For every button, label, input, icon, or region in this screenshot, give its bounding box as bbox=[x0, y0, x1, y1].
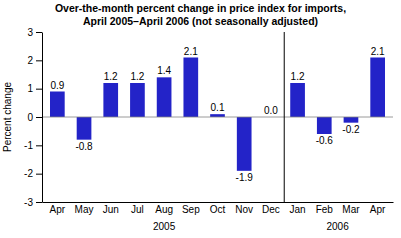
zero-line bbox=[42, 117, 393, 118]
bar bbox=[370, 58, 385, 118]
x-tick: Dec bbox=[262, 204, 280, 215]
bar bbox=[157, 77, 172, 117]
data-labels: 0.9 -0.8 1.2 1.2 1.4 2.1 0.1 -1.9 0.0 1.2 -0.6 -0.2… bbox=[50, 46, 385, 184]
y-tick-label: 2 bbox=[27, 55, 33, 66]
bar bbox=[210, 114, 225, 117]
x-tick-label: Apr bbox=[50, 204, 66, 215]
data-label: 1.2 bbox=[104, 71, 118, 82]
y-tick: 0 bbox=[27, 112, 42, 123]
x-tick: Nov bbox=[235, 204, 253, 215]
y-tick: -2 bbox=[24, 168, 42, 179]
year-divider bbox=[284, 32, 285, 202]
x-tick-label: Mar bbox=[342, 204, 360, 215]
data-label: 1.4 bbox=[157, 65, 171, 76]
y-tick: 1 bbox=[27, 83, 42, 94]
year-label: 2006 bbox=[326, 221, 349, 232]
plot: 0.9 -0.8 1.2 1.2 1.4 2.1 0.1 -1.9 0.0 1.2 -0.6 -0.2… bbox=[24, 27, 393, 232]
y-tick: -1 bbox=[24, 140, 42, 151]
x-tick-label: Aug bbox=[155, 204, 173, 215]
y-axis-title: Percent change bbox=[2, 82, 13, 152]
bar bbox=[183, 58, 198, 118]
y-tick-label: 0 bbox=[27, 112, 33, 123]
bar bbox=[103, 83, 118, 117]
y-axis-line bbox=[42, 33, 43, 203]
y-tick-mark bbox=[36, 60, 42, 61]
y-tick: 2 bbox=[27, 55, 42, 66]
x-tick: Mar bbox=[342, 204, 360, 215]
y-tick-label: 3 bbox=[27, 27, 33, 38]
year-label: 2005 bbox=[153, 221, 176, 232]
chart-svg: Over-the-month percent change in price i… bbox=[0, 0, 401, 238]
x-tick: Jun bbox=[103, 204, 119, 215]
y-tick-mark bbox=[36, 89, 42, 90]
x-tick-label: Oct bbox=[210, 204, 226, 215]
x-tick: May bbox=[75, 204, 94, 215]
x-tick-label: Feb bbox=[316, 204, 334, 215]
x-tick: Apr bbox=[50, 204, 66, 215]
y-tick-label: -1 bbox=[24, 140, 33, 151]
bar bbox=[130, 83, 145, 117]
x-tick: Feb bbox=[316, 204, 334, 215]
x-tick-label: Jan bbox=[290, 204, 306, 215]
bar bbox=[237, 117, 252, 171]
bar bbox=[77, 117, 92, 140]
data-label: 2.1 bbox=[184, 46, 198, 57]
x-tick-label: Jun bbox=[103, 204, 119, 215]
subtitle: April 2005–April 2006 (not seasonally ad… bbox=[83, 15, 318, 27]
y-tick: -3 bbox=[24, 197, 42, 208]
y-tick-label: -3 bbox=[24, 197, 33, 208]
bar bbox=[290, 83, 305, 117]
y-tick-mark bbox=[36, 202, 42, 203]
y-tick-mark bbox=[36, 145, 42, 146]
x-tick-label: Sep bbox=[182, 204, 200, 215]
data-label: -0.2 bbox=[342, 124, 360, 135]
y-tick-label: -2 bbox=[24, 168, 33, 179]
x-axis-line bbox=[43, 202, 394, 203]
x-tick: Oct bbox=[210, 204, 226, 215]
data-label: -0.8 bbox=[75, 141, 93, 152]
x-tick: Jul bbox=[131, 204, 144, 215]
x-tick-label: Jul bbox=[131, 204, 144, 215]
title: Over-the-month percent change in price i… bbox=[55, 2, 346, 14]
data-label: -1.9 bbox=[236, 172, 254, 183]
y-tick-label: 1 bbox=[27, 83, 33, 94]
data-label: 2.1 bbox=[371, 46, 385, 57]
x-tick-label: Dec bbox=[262, 204, 280, 215]
chart-container: Over-the-month percent change in price i… bbox=[0, 0, 401, 238]
x-tick: Apr bbox=[370, 204, 386, 215]
x-tick-label: Nov bbox=[235, 204, 253, 215]
bars bbox=[50, 58, 385, 171]
y-axis: -3 -2 -1 0 1 2 3 bbox=[24, 27, 42, 208]
data-label: -0.6 bbox=[316, 135, 334, 146]
x-tick-label: Apr bbox=[370, 204, 386, 215]
bar bbox=[317, 117, 332, 134]
bar bbox=[50, 92, 65, 118]
data-label: 1.2 bbox=[291, 71, 305, 82]
bar bbox=[344, 117, 359, 123]
data-label: 0.1 bbox=[211, 102, 225, 113]
x-tick: Sep bbox=[182, 204, 200, 215]
x-tick-label: May bbox=[75, 204, 94, 215]
y-tick: 3 bbox=[27, 27, 42, 38]
x-tick: Aug bbox=[155, 204, 173, 215]
data-label: 0.0 bbox=[264, 105, 278, 116]
y-tick-mark bbox=[36, 174, 42, 175]
y-tick-mark bbox=[36, 32, 42, 33]
x-axis: Apr May Jun Jul Aug Sep Oct Nov Dec Jan Feb Mar Apr bbox=[43, 203, 394, 216]
y-tick-mark bbox=[36, 117, 42, 118]
data-label: 0.9 bbox=[50, 80, 64, 91]
x-tick: Jan bbox=[290, 204, 306, 215]
data-label: 1.2 bbox=[130, 71, 144, 82]
